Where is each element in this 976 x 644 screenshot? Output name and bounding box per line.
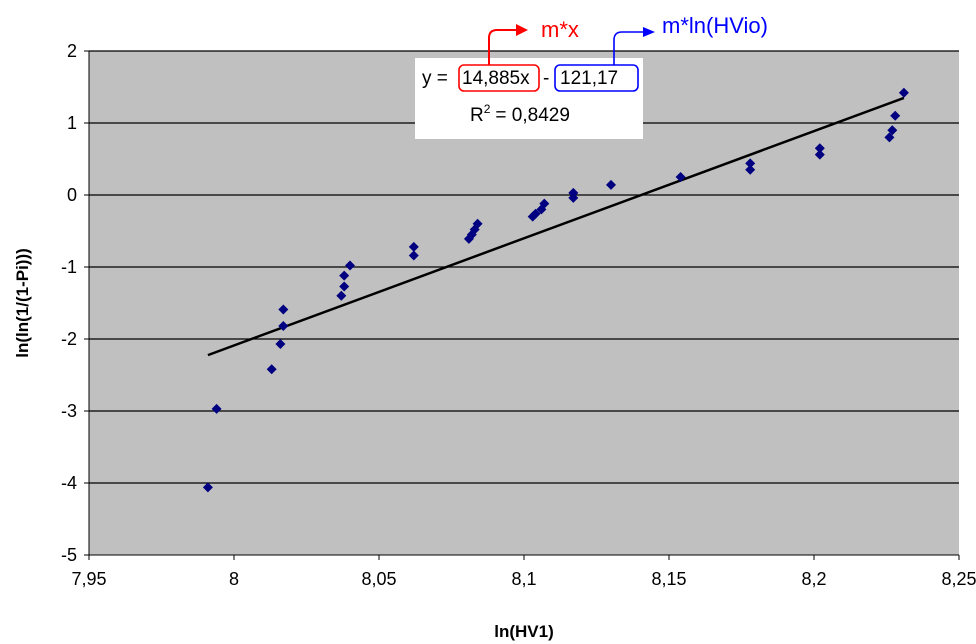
data-point bbox=[530, 208, 541, 219]
y-axis-title: ln(ln(1/(1-Pi))) bbox=[13, 248, 32, 358]
y-tick-label: -4 bbox=[61, 473, 77, 493]
data-point bbox=[814, 143, 825, 154]
intercept-arrowhead bbox=[643, 27, 655, 37]
r-squared-label: R2 = 0,8429 bbox=[470, 102, 570, 126]
x-tick-label: 8 bbox=[229, 569, 239, 589]
intercept-annotation-label: m*ln(HVio) bbox=[662, 13, 768, 38]
y-tick-label: 1 bbox=[67, 113, 77, 133]
x-tick-label: 8,15 bbox=[651, 569, 686, 589]
data-point bbox=[211, 403, 222, 414]
y-tick-label: -2 bbox=[61, 329, 77, 349]
equation-prefix: y = bbox=[422, 68, 448, 89]
r-squared-r: R bbox=[470, 105, 484, 126]
x-tick-label: 7,95 bbox=[71, 569, 106, 589]
data-point bbox=[814, 149, 825, 160]
r-squared-value: = 0,8429 bbox=[495, 105, 570, 126]
intercept-highlight-box bbox=[554, 64, 639, 92]
slope-annotation-label: m*x bbox=[541, 17, 579, 42]
equation-box bbox=[415, 58, 643, 139]
trendline bbox=[207, 96, 905, 357]
x-tick-label: 8,1 bbox=[511, 569, 536, 589]
x-tick-labels: 7,95 8 8,05 8,1 8,15 8,2 8,25 bbox=[71, 555, 976, 589]
y-tick-label: -3 bbox=[61, 401, 77, 421]
equation-intercept: 121,17 bbox=[560, 68, 618, 89]
data-point bbox=[890, 110, 901, 121]
y-tick-label: 2 bbox=[67, 41, 77, 61]
data-point bbox=[675, 172, 686, 182]
data-point bbox=[568, 192, 579, 203]
r-squared-sup: 2 bbox=[484, 102, 491, 116]
y-tick-labels: 2 1 0 -1 -2 -3 -4 -5 bbox=[61, 41, 89, 565]
x-tick-label: 8,05 bbox=[361, 569, 396, 589]
data-point bbox=[202, 482, 213, 493]
data-point bbox=[884, 132, 895, 143]
y-tick-label: 0 bbox=[67, 185, 77, 205]
data-point bbox=[278, 304, 289, 315]
data-point bbox=[408, 241, 419, 252]
equation-slope: 14,885x bbox=[462, 68, 530, 89]
data-point bbox=[898, 87, 909, 98]
data-point bbox=[336, 290, 347, 301]
data-point bbox=[278, 321, 289, 332]
data-point bbox=[339, 281, 350, 292]
x-axis-title: ln(HV1) bbox=[494, 622, 554, 641]
equation-minus: - bbox=[543, 68, 549, 89]
slope-highlight-box bbox=[458, 64, 540, 92]
data-points bbox=[202, 87, 909, 493]
data-point bbox=[472, 218, 483, 229]
slope-annotation-arrow bbox=[488, 29, 518, 65]
x-tick-label: 8,2 bbox=[801, 569, 826, 589]
data-point bbox=[345, 260, 355, 271]
x-tick-label: 8,25 bbox=[941, 569, 976, 589]
y-tick-label: -1 bbox=[61, 257, 77, 277]
data-point bbox=[266, 364, 277, 375]
data-point bbox=[539, 198, 550, 209]
data-point bbox=[745, 164, 756, 175]
slope-arrowhead bbox=[516, 24, 528, 36]
data-point bbox=[568, 187, 579, 198]
data-point bbox=[606, 179, 616, 190]
data-point bbox=[887, 125, 898, 136]
data-point bbox=[745, 158, 756, 169]
data-point bbox=[275, 339, 286, 350]
data-point bbox=[339, 270, 350, 281]
y-tick-label: -5 bbox=[61, 545, 77, 565]
intercept-annotation-arrow bbox=[613, 31, 645, 65]
data-point bbox=[408, 250, 419, 261]
